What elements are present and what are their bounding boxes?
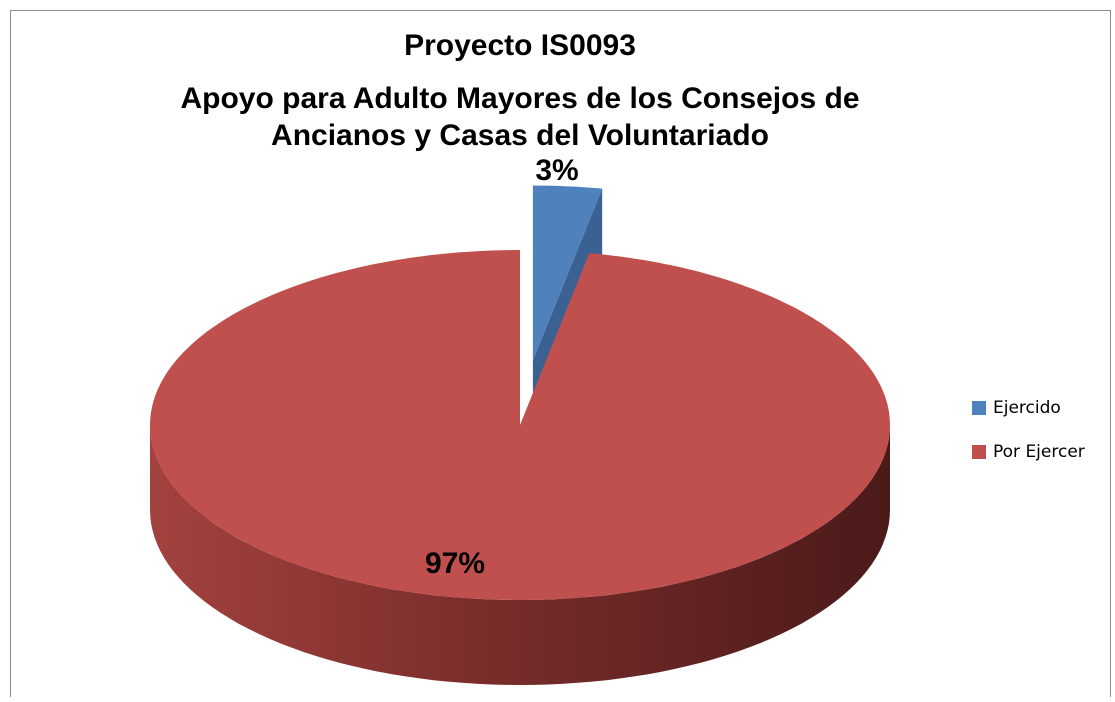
data-label: 3% <box>535 154 578 187</box>
legend-swatch <box>972 445 986 459</box>
legend-label: Ejercido <box>993 398 1061 418</box>
slice-side <box>150 425 890 685</box>
legend-label: Por Ejercer <box>993 442 1085 462</box>
chart-title: Apoyo para Adulto Mayores de los Consejo… <box>180 82 859 115</box>
slice <box>532 185 603 361</box>
legend-swatch <box>972 401 986 415</box>
chart-title: Proyecto IS0093 <box>404 29 636 62</box>
chart-title: Ancianos y Casas del Voluntariado <box>271 119 769 152</box>
slice <box>150 250 890 600</box>
data-label: 97% <box>425 547 485 580</box>
